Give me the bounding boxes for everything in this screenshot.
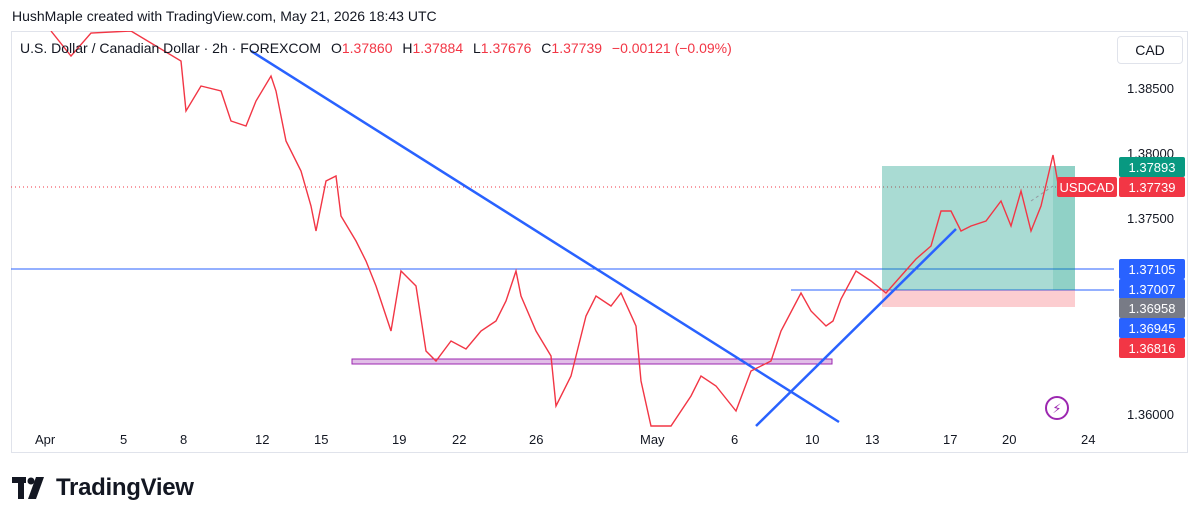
change-value: −0.00121 (−0.09%): [611, 40, 732, 56]
chart-frame: [11, 31, 1188, 453]
position-loss-zone: [882, 290, 1075, 307]
price-tick: 1.38500: [1127, 81, 1174, 96]
time-tick: 24: [1081, 432, 1095, 447]
uptrend-line: [755, 228, 957, 427]
time-tick: 17: [943, 432, 957, 447]
last-price-label: 1.37739: [1119, 177, 1185, 197]
entry-price-label: 1.36958: [1119, 298, 1185, 318]
time-tick: Apr: [35, 432, 56, 447]
level-price-label: 1.37105: [1119, 259, 1185, 279]
time-tick: 6: [731, 432, 738, 447]
chart-caption: HushMaple created with TradingView.com, …: [12, 8, 437, 24]
support-zone: [351, 358, 833, 365]
symbol-description[interactable]: U.S. Dollar / Canadian Dollar · 2h · FOR…: [20, 40, 322, 56]
time-tick: May: [640, 432, 665, 447]
take-profit-price-label: 1.37893: [1119, 157, 1185, 177]
high-label: H: [402, 40, 413, 56]
brand: TradingView: [12, 474, 194, 502]
time-tick: 10: [805, 432, 819, 447]
open-value: 1.37860: [341, 40, 393, 56]
currency-button[interactable]: CAD: [1117, 36, 1183, 64]
price-tick: 1.36000: [1127, 407, 1174, 422]
downtrend-line: [250, 49, 840, 424]
time-tick: 26: [529, 432, 543, 447]
price-path: [50, 31, 1060, 427]
stop-loss-price-label: 1.36816: [1119, 338, 1185, 358]
close-value: 1.37739: [551, 40, 603, 56]
chart-legend: U.S. Dollar / Canadian Dollar · 2h · FOR…: [20, 40, 732, 56]
level-price-label: 1.37007: [1119, 279, 1185, 299]
time-tick: 8: [180, 432, 187, 447]
time-tick: 22: [452, 432, 466, 447]
time-tick: 12: [255, 432, 269, 447]
low-label: L: [473, 40, 481, 56]
low-value: 1.37676: [480, 40, 532, 56]
price-chart[interactable]: 1.38500 1.38000 1.37500 1.36000 Apr 5 8 …: [11, 31, 1188, 453]
time-tick: 15: [314, 432, 328, 447]
brand-name: TradingView: [56, 474, 194, 501]
price-tick: 1.37500: [1127, 211, 1174, 226]
symbol-tag: USDCAD: [1057, 177, 1117, 197]
open-label: O: [330, 40, 342, 56]
time-tick: 13: [865, 432, 879, 447]
time-tick: 5: [120, 432, 127, 447]
time-tick: 20: [1002, 432, 1016, 447]
tradingview-logo-icon: [12, 477, 44, 499]
projection-line: [1030, 185, 1054, 202]
time-tick: 19: [392, 432, 406, 447]
close-label: C: [541, 40, 552, 56]
lightning-icon[interactable]: ⚡: [1045, 396, 1069, 420]
level-price-label: 1.36945: [1119, 318, 1185, 338]
position-profit-zone-future: [1053, 166, 1075, 290]
high-value: 1.37884: [412, 40, 464, 56]
